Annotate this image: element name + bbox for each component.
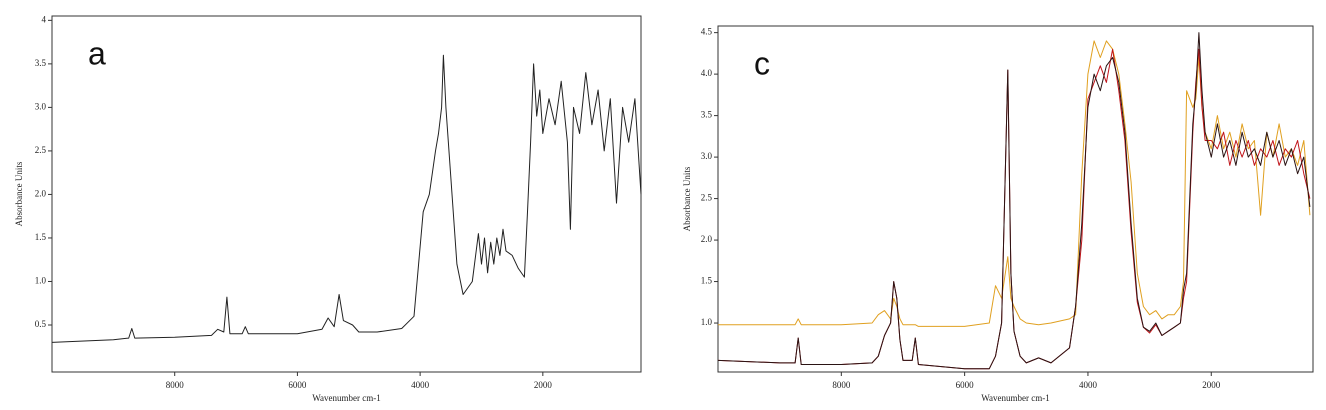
x-tick-label: 4000 xyxy=(1079,380,1098,390)
y-tick-label: 2.0 xyxy=(701,234,713,244)
plot-frame xyxy=(51,15,642,373)
y-tick-label: 3.0 xyxy=(35,101,47,111)
spectrum-line xyxy=(717,48,1311,370)
spectrum-line xyxy=(718,40,1311,327)
y-tick-label: 0.5 xyxy=(35,319,47,329)
y-tick-label: 3.5 xyxy=(35,58,47,68)
panel-letter: a xyxy=(88,35,106,71)
x-tick-label: 8000 xyxy=(832,380,851,390)
panel-letter: c xyxy=(754,45,770,81)
y-tick-label: 2.5 xyxy=(701,193,713,203)
y-tick-label: 4.5 xyxy=(701,27,713,37)
y-tick-label: 4.0 xyxy=(701,68,713,78)
y-tick-label: 1.0 xyxy=(701,317,713,327)
y-tick-label: 3.5 xyxy=(701,110,713,120)
x-axis-label: Wavenumber cm-1 xyxy=(981,393,1050,403)
y-axis-label: Absorbance Units xyxy=(14,161,24,226)
x-tick-label: 6000 xyxy=(956,380,975,390)
x-tick-label: 2000 xyxy=(1202,380,1221,390)
y-tick-label: 2.5 xyxy=(35,145,47,155)
x-tick-label: 8000 xyxy=(166,380,185,390)
x-axis-label: Wavenumber cm-1 xyxy=(312,393,381,403)
x-tick-label: 2000 xyxy=(534,380,553,390)
plot-frame xyxy=(717,25,1314,373)
y-tick-label: 1.5 xyxy=(701,276,713,286)
y-tick-label: 3.0 xyxy=(701,151,713,161)
y-tick-label: 1.0 xyxy=(35,276,47,286)
x-tick-label: 4000 xyxy=(411,380,430,390)
y-tick-label: 1.5 xyxy=(35,232,47,242)
spectrum-line xyxy=(51,54,642,343)
y-tick-label: 2.0 xyxy=(35,188,47,198)
y-tick-label: 4 xyxy=(42,14,47,24)
x-tick-label: 6000 xyxy=(288,380,307,390)
y-axis-label: Absorbance Units xyxy=(682,166,692,231)
spectrum-line xyxy=(717,32,1311,370)
